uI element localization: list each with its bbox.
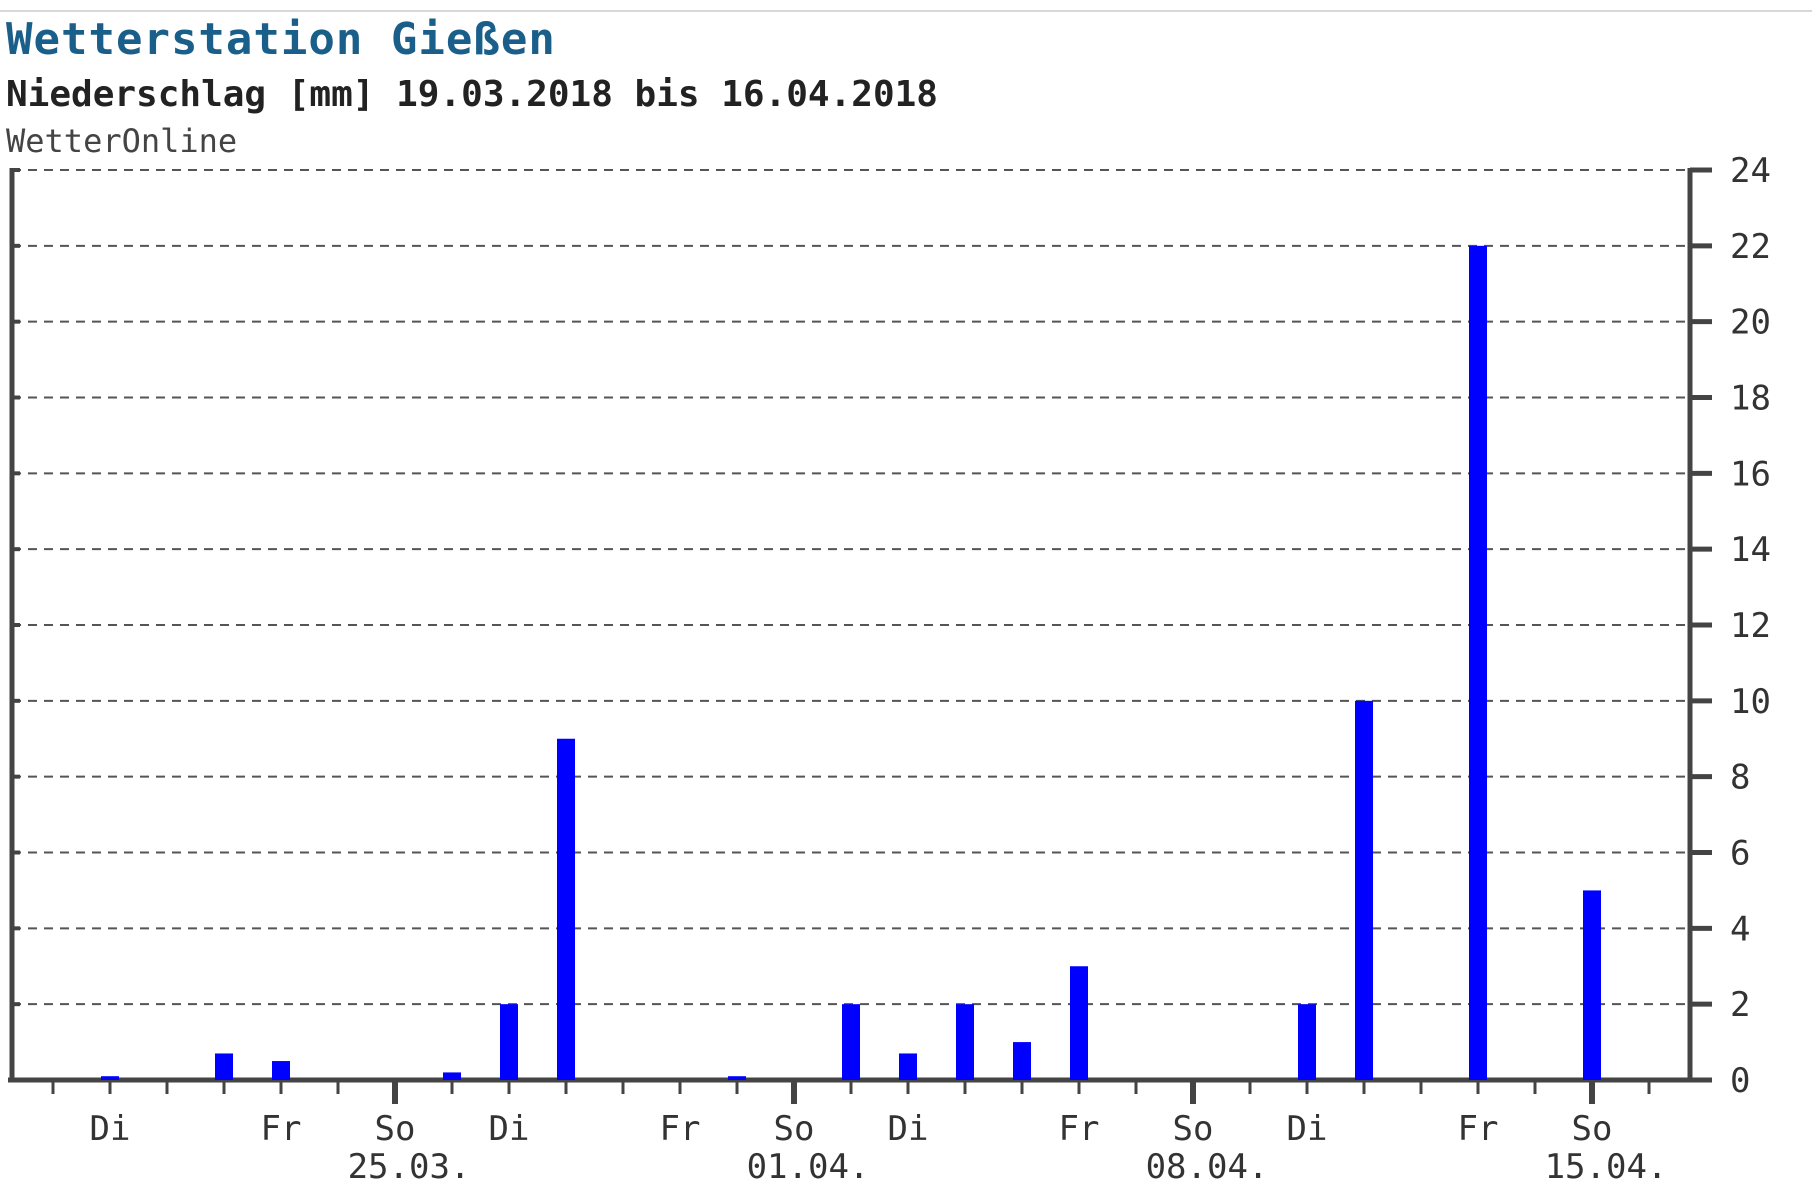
x-date-label: 15.04. bbox=[1545, 1147, 1668, 1187]
y-tick-label: 20 bbox=[1730, 303, 1771, 343]
y-tick-label: 8 bbox=[1730, 758, 1750, 798]
bar bbox=[1013, 1042, 1031, 1080]
bar bbox=[899, 1053, 917, 1080]
bar bbox=[956, 1004, 974, 1080]
y-tick-label: 0 bbox=[1730, 1061, 1750, 1101]
x-tick-label: Fr bbox=[660, 1109, 701, 1149]
bar bbox=[728, 1076, 746, 1080]
x-tick-label: Di bbox=[1287, 1109, 1328, 1149]
x-tick-label: Fr bbox=[1458, 1109, 1499, 1149]
y-tick-label: 4 bbox=[1730, 909, 1750, 949]
bar bbox=[842, 1004, 860, 1080]
x-tick-label: Fr bbox=[1059, 1109, 1100, 1149]
x-tick-label: So bbox=[1572, 1109, 1613, 1149]
bar bbox=[1583, 890, 1601, 1080]
x-tick-label: Di bbox=[489, 1109, 530, 1149]
x-tick-label: So bbox=[1173, 1109, 1214, 1149]
bar bbox=[1355, 700, 1373, 1080]
bar bbox=[1298, 1004, 1316, 1080]
x-date-label: 01.04. bbox=[747, 1147, 870, 1187]
bar bbox=[443, 1072, 461, 1080]
y-tick-label: 18 bbox=[1730, 379, 1771, 419]
y-tick-label: 16 bbox=[1730, 454, 1771, 494]
bar bbox=[272, 1061, 290, 1080]
x-date-label: 25.03. bbox=[348, 1147, 471, 1187]
source-label: WetterOnline bbox=[6, 122, 238, 160]
y-tick-label: 10 bbox=[1730, 682, 1771, 722]
x-tick-label: So bbox=[375, 1109, 416, 1149]
page-title: Wetterstation Gießen bbox=[6, 14, 556, 65]
x-tick-label: Fr bbox=[261, 1109, 302, 1149]
bar bbox=[101, 1076, 119, 1080]
y-tick-label: 14 bbox=[1730, 530, 1771, 570]
x-tick-label: So bbox=[774, 1109, 815, 1149]
x-tick-label: Di bbox=[888, 1109, 929, 1149]
top-rule bbox=[0, 0, 1812, 12]
y-tick-label: 6 bbox=[1730, 834, 1750, 874]
bar bbox=[1070, 966, 1088, 1080]
y-tick-label: 22 bbox=[1730, 227, 1771, 267]
chart-subtitle: Niederschlag [mm] 19.03.2018 bis 16.04.2… bbox=[6, 74, 938, 115]
y-tick-label: 24 bbox=[1730, 151, 1771, 191]
bar bbox=[500, 1004, 518, 1080]
bar bbox=[1469, 245, 1487, 1080]
bar bbox=[557, 738, 575, 1080]
y-tick-label: 2 bbox=[1730, 985, 1750, 1025]
x-tick-label: Di bbox=[90, 1109, 131, 1149]
bar bbox=[215, 1053, 233, 1080]
y-tick-label: 12 bbox=[1730, 606, 1771, 646]
x-date-label: 08.04. bbox=[1146, 1147, 1269, 1187]
